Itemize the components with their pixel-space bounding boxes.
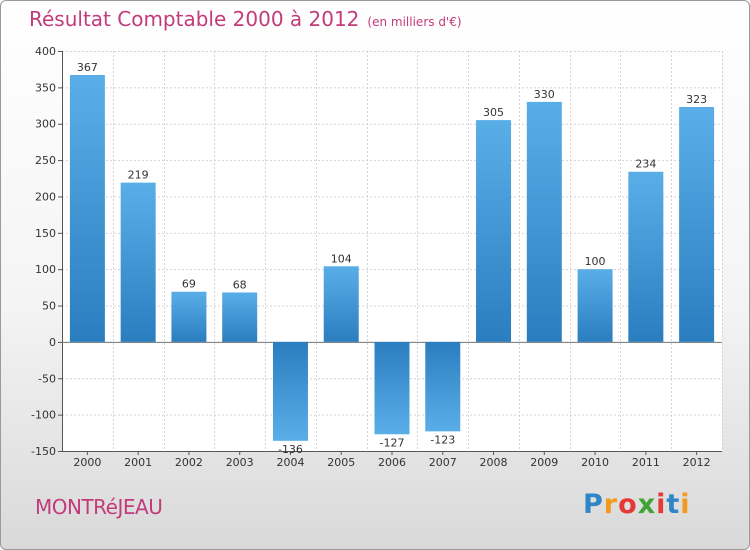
data-label: 323 (686, 93, 707, 106)
bar (171, 291, 207, 342)
data-label: 330 (534, 88, 555, 101)
proxiti-logo[interactable]: Proxiti (583, 489, 691, 520)
data-label: 68 (233, 278, 247, 291)
bar (323, 266, 359, 342)
data-label: 234 (635, 158, 656, 171)
bar (120, 182, 156, 342)
commune-name: MONTRéJEAU (35, 495, 163, 519)
bar (628, 171, 664, 342)
labels: 2000 367 2001 219 2002 69 2003 68 2004-136 2005 10… (73, 61, 710, 469)
bar (69, 75, 105, 342)
chart-title: Résultat Comptable 2000 à 2012 (en millie… (29, 7, 462, 31)
chart-subtitle: (en milliers d'€) (367, 15, 462, 29)
bar (679, 107, 715, 342)
logo-letter: i (680, 489, 691, 520)
data-label: 219 (128, 169, 149, 182)
x-tick-label: 2004 (276, 456, 304, 469)
data-label: -127 (380, 436, 405, 449)
data-label: 69 (182, 278, 196, 291)
logo-letter: o (618, 489, 638, 520)
x-tick-label: 2006 (378, 456, 406, 469)
x-tick-label: 2001 (124, 456, 152, 469)
x-tick-label: 2012 (683, 456, 711, 469)
y-tick-label: 250 (35, 154, 56, 167)
axes: -150 -100 -50 0 50 100 150 200 250 300 350 400 (31, 45, 722, 458)
bar (425, 341, 461, 432)
bar (222, 292, 258, 342)
x-tick-label: 2002 (175, 456, 203, 469)
bar (476, 120, 512, 342)
bars (69, 75, 715, 441)
y-tick-label: 100 (35, 263, 56, 276)
logo-letter: P (583, 489, 604, 520)
logo-letter: r (603, 489, 619, 520)
y-tick-label: 400 (35, 45, 56, 58)
x-tick-label: 2010 (581, 456, 609, 469)
data-label: 305 (483, 106, 504, 119)
data-label: 367 (77, 61, 98, 74)
data-label: -123 (430, 433, 455, 446)
x-tick-label: 2005 (327, 456, 355, 469)
bar (526, 101, 562, 342)
y-tick-label: 0 (49, 336, 56, 349)
x-tick-label: 2003 (226, 456, 254, 469)
data-label: -136 (278, 443, 303, 456)
data-label: 104 (331, 252, 352, 265)
y-tick-label: -50 (38, 372, 56, 385)
y-tick-label: -100 (31, 409, 56, 422)
x-tick-label: 2009 (530, 456, 558, 469)
x-tick-label: 2011 (632, 456, 660, 469)
logo-letter: t (666, 489, 681, 520)
bar (577, 269, 613, 342)
y-tick-label: 350 (35, 81, 56, 94)
bar (272, 341, 308, 441)
x-tick-label: 2000 (73, 456, 101, 469)
logo-letter: x (637, 489, 657, 520)
y-tick-label: 300 (35, 118, 56, 131)
y-tick-label: 50 (42, 300, 56, 313)
data-label: 100 (585, 255, 606, 268)
x-tick-label: 2008 (480, 456, 508, 469)
bar (374, 341, 410, 435)
y-tick-label: 200 (35, 190, 56, 203)
logo-letter: i (656, 489, 667, 520)
y-tick-label: -150 (31, 445, 56, 458)
y-tick-label: 150 (35, 227, 56, 240)
x-tick-label: 2007 (429, 456, 457, 469)
